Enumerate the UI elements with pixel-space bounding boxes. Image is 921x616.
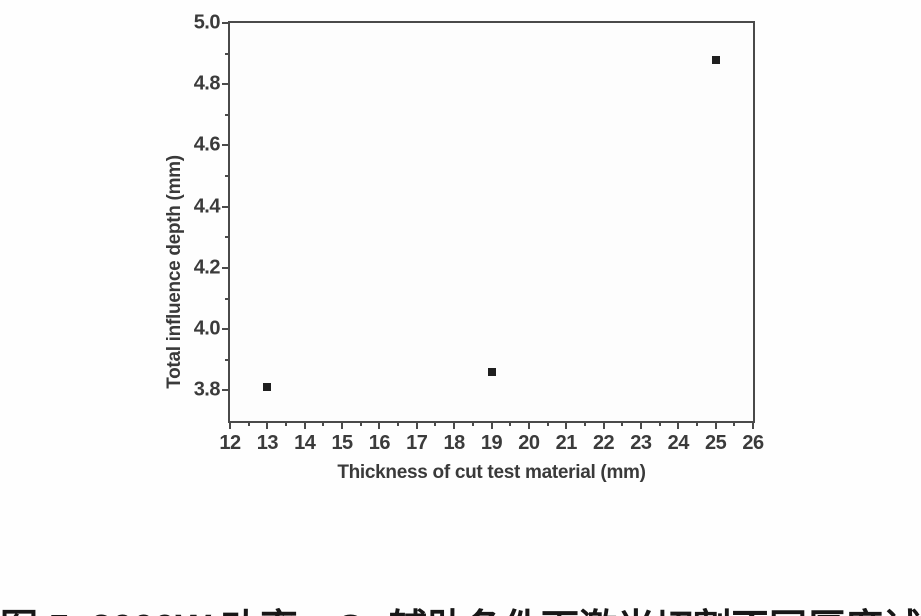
x-tick-label: 17 — [406, 432, 428, 454]
y-major-tick — [222, 266, 230, 269]
x-minor-tick — [733, 421, 736, 426]
x-major-tick — [565, 421, 568, 429]
y-major-tick — [222, 389, 230, 392]
x-major-tick — [415, 421, 418, 429]
x-major-tick — [229, 421, 231, 429]
caption-line-1: 图 5 3000W 功率、O2 辅助条件下激光切割不同厚度试料 — [0, 605, 921, 616]
x-tick-label: 18 — [443, 432, 466, 454]
x-tick-label: 14 — [294, 432, 316, 454]
x-major-tick — [453, 421, 456, 429]
x-tick-label: 13 — [256, 432, 279, 454]
y-tick-label: 4.2 — [193, 256, 221, 279]
y-major-tick — [222, 144, 230, 147]
y-minor-tick — [225, 236, 230, 239]
x-minor-tick — [322, 421, 325, 426]
x-major-tick — [677, 421, 680, 429]
x-major-tick — [303, 421, 306, 429]
y-minor-tick — [225, 52, 230, 55]
x-tick-label: 24 — [667, 432, 690, 454]
x-minor-tick — [546, 421, 549, 426]
x-tick-label: 25 — [705, 432, 727, 454]
x-minor-tick — [509, 421, 512, 426]
y-minor-tick — [225, 113, 230, 116]
y-tick-label: 4.0 — [193, 317, 221, 340]
x-minor-tick — [583, 421, 586, 426]
x-axis-title: Thickness of cut test material (mm) — [337, 462, 646, 483]
y-major-tick — [222, 22, 230, 24]
x-major-tick — [752, 421, 754, 429]
figure-caption: 图 5 3000W 功率、O2 辅助条件下激光切割不同厚度试料 与总影响层深度对… — [0, 509, 921, 616]
y-minor-tick — [225, 175, 230, 178]
x-tick-label: 15 — [331, 432, 353, 454]
plot-area: Thickness of cut test material (mm) Tota… — [164, 12, 764, 484]
y-axis-title: Total influence depth (mm) — [164, 155, 185, 389]
x-major-tick — [714, 421, 717, 429]
x-minor-tick — [658, 421, 661, 426]
x-major-tick — [341, 421, 344, 429]
data-point — [487, 368, 496, 376]
y-minor-tick — [225, 358, 230, 361]
x-major-tick — [527, 421, 530, 429]
y-major-tick — [222, 328, 230, 331]
y-minor-tick — [225, 297, 230, 300]
x-minor-tick — [359, 421, 362, 426]
x-minor-tick — [434, 421, 437, 426]
data-point — [263, 383, 272, 392]
x-major-tick — [639, 421, 642, 429]
x-tick-label: 23 — [630, 432, 652, 454]
x-minor-tick — [285, 421, 288, 426]
x-major-tick — [602, 421, 605, 429]
data-point — [711, 55, 720, 64]
x-minor-tick — [247, 421, 250, 426]
x-tick-label: 19 — [480, 432, 503, 454]
x-minor-tick — [471, 421, 474, 426]
y-major-tick — [222, 205, 230, 208]
x-minor-tick — [621, 421, 624, 426]
y-tick-label: 4.4 — [193, 195, 221, 218]
x-tick-label: 22 — [592, 432, 615, 454]
x-major-tick — [378, 421, 381, 429]
x-tick-label: 16 — [368, 432, 391, 454]
x-tick-label: 20 — [518, 432, 540, 454]
x-major-tick — [266, 421, 269, 429]
x-minor-tick — [397, 421, 400, 426]
x-tick-label: 21 — [555, 432, 578, 454]
x-tick-label: 12 — [219, 432, 241, 454]
y-tick-label: 4.8 — [193, 72, 221, 95]
y-major-tick — [222, 83, 230, 86]
x-major-tick — [490, 421, 493, 429]
caption-text-before-sub: 图 5 3000W 功率、O — [0, 608, 365, 616]
x-tick-label: 26 — [742, 432, 764, 454]
y-tick-label: 4.6 — [193, 133, 221, 156]
y-tick-label: 3.8 — [193, 378, 221, 401]
x-minor-tick — [695, 421, 698, 426]
caption-text-after-sub: 辅助条件下激光切割不同厚度试料 — [378, 608, 921, 616]
y-tick-label: 5.0 — [193, 11, 221, 34]
